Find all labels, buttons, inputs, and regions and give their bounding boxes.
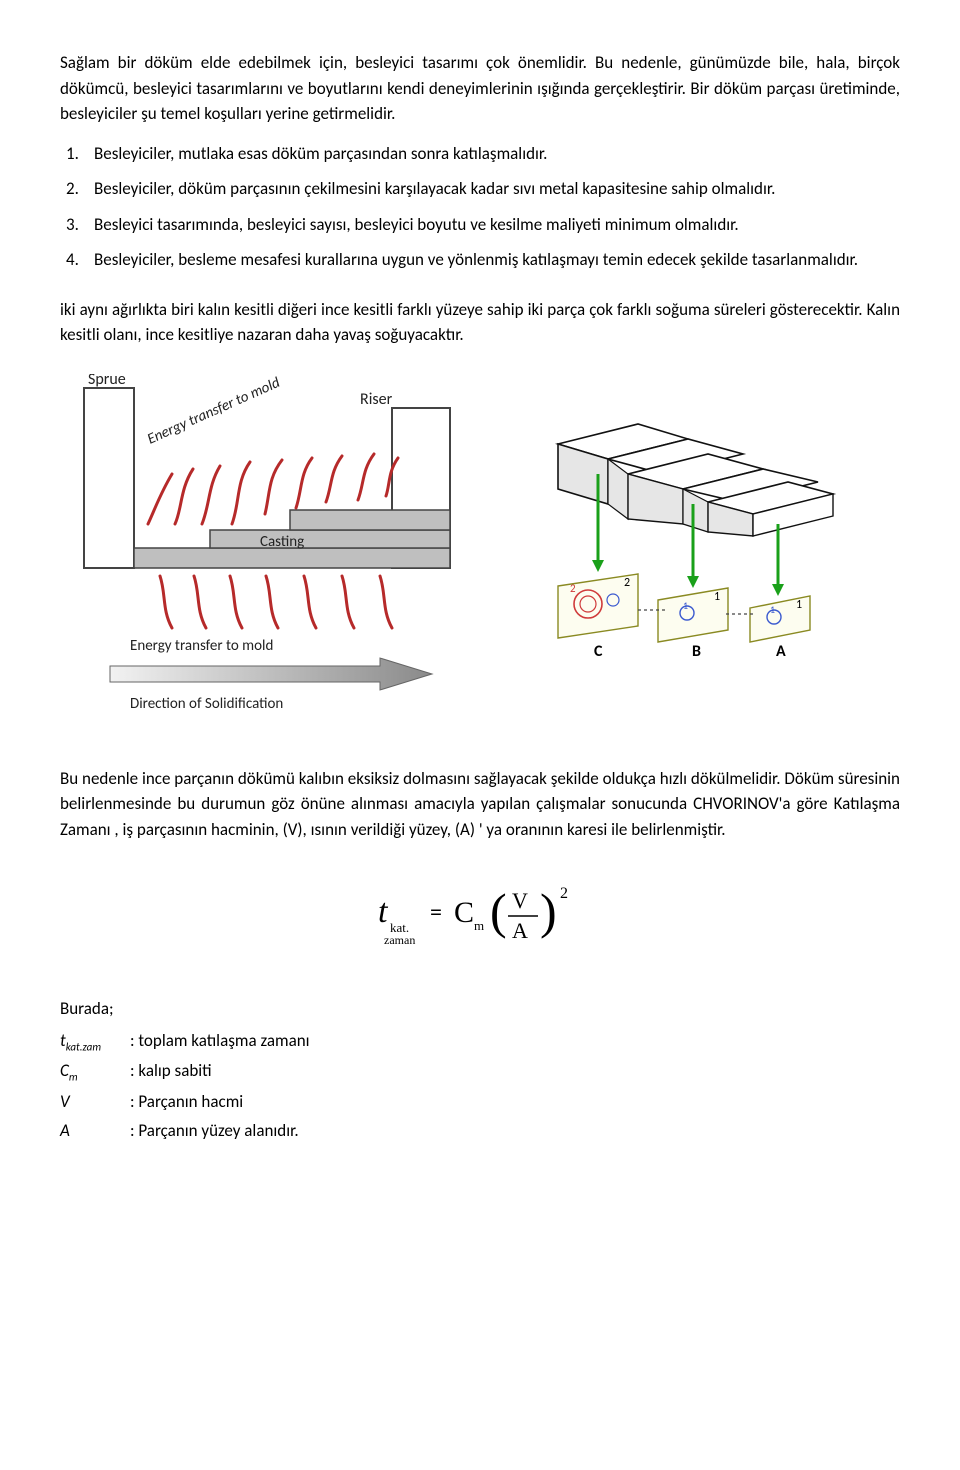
definition-symbol: tkat.zam (60, 1028, 130, 1056)
solidification-diagram-svg: Sprue Riser Casting Energy transfer to mold… (60, 374, 490, 714)
svg-text:1: 1 (714, 590, 720, 604)
figure-solidification-direction: Sprue Riser Casting Energy transfer to mold… (60, 374, 490, 722)
svg-text:B: B (692, 642, 701, 661)
svg-text:2: 2 (624, 576, 630, 590)
list-text: Besleyiciler, mutlaka esas döküm parçası… (94, 141, 900, 167)
definition-symbol: V (60, 1089, 130, 1115)
list-item: 3.Besleyici tasarımında, besleyici sayıs… (60, 212, 900, 238)
list-number: 2. (60, 176, 94, 202)
definition-text: : Parçanın yüzey alanıdır. (130, 1118, 900, 1144)
requirements-list: 1.Besleyiciler, mutlaka esas döküm parça… (60, 141, 900, 273)
definition-row: Cm: kalıp sabiti (60, 1058, 900, 1086)
list-item: 2.Besleyiciler, döküm parçasının çekilme… (60, 176, 900, 202)
definition-row: tkat.zam: toplam katılaşma zamanı (60, 1028, 900, 1056)
bottom-paragraph: Bu nedenle ince parçanın dökümü kalıbın … (60, 766, 900, 843)
svg-text:1: 1 (683, 599, 688, 612)
figures-row: Sprue Riser Casting Energy transfer to mold… (60, 374, 900, 722)
definition-row: V: Parçanın hacmi (60, 1089, 900, 1115)
list-text: Besleyiciler, döküm parçasının çekilmesi… (94, 176, 900, 202)
chvorinov-formula: tkat.zaman=Cm(VA)2 (60, 878, 900, 966)
step-casting-svg: 2 2 1 1 1 1 C B A (518, 374, 848, 664)
definition-row: A: Parçanın yüzey alanıdır. (60, 1118, 900, 1144)
list-number: 1. (60, 141, 94, 167)
svg-text:=: = (430, 898, 442, 927)
figure-step-casting: 2 2 1 1 1 1 C B A (518, 374, 848, 672)
list-text: Besleyici tasarımında, besleyici sayısı,… (94, 212, 900, 238)
svg-text:A: A (512, 918, 528, 943)
definition-text: : Parçanın hacmi (130, 1089, 900, 1115)
definitions-block: Burada; tkat.zam: toplam katılaşma zaman… (60, 996, 900, 1143)
list-text: Besleyiciler, besleme mesafesi kuralları… (94, 247, 900, 273)
svg-text:C: C (454, 896, 474, 929)
svg-text:2: 2 (570, 582, 576, 595)
definition-symbol: Cm (60, 1058, 130, 1086)
mid-paragraph: iki aynı ağırlıkta biri kalın kesitli di… (60, 297, 900, 348)
svg-text:Energy transfer to mold: Energy transfer to mold (145, 374, 283, 449)
list-item: 1.Besleyiciler, mutlaka esas döküm parça… (60, 141, 900, 167)
svg-text:2: 2 (560, 885, 568, 902)
svg-text:zaman: zaman (384, 933, 415, 947)
definition-text: : kalıp sabiti (130, 1058, 900, 1086)
svg-text:Riser: Riser (360, 390, 393, 409)
intro-paragraph: Sağlam bir döküm elde edebilmek için, be… (60, 50, 900, 127)
svg-text:V: V (512, 888, 528, 913)
svg-text:Energy transfer to mold: Energy transfer to mold (130, 637, 273, 655)
svg-text:Sprue: Sprue (88, 374, 126, 389)
svg-text:A: A (776, 642, 786, 661)
svg-text:): ) (540, 883, 557, 939)
svg-text:m: m (474, 918, 484, 933)
list-item: 4.Besleyiciler, besleme mesafesi kuralla… (60, 247, 900, 273)
list-number: 4. (60, 247, 94, 273)
svg-text:(: ( (490, 883, 507, 939)
svg-text:C: C (594, 642, 603, 661)
definition-text: : toplam katılaşma zamanı (130, 1028, 900, 1056)
svg-text:1: 1 (770, 603, 775, 616)
svg-text:Casting: Casting (260, 533, 304, 551)
svg-text:t: t (378, 893, 389, 930)
definition-symbol: A (60, 1118, 130, 1144)
svg-text:Direction of Solidification: Direction of Solidification (130, 695, 283, 713)
svg-text:1: 1 (796, 598, 802, 612)
definitions-header: Burada; (60, 996, 900, 1022)
list-number: 3. (60, 212, 94, 238)
formula-svg: tkat.zaman=Cm(VA)2 (360, 878, 600, 958)
